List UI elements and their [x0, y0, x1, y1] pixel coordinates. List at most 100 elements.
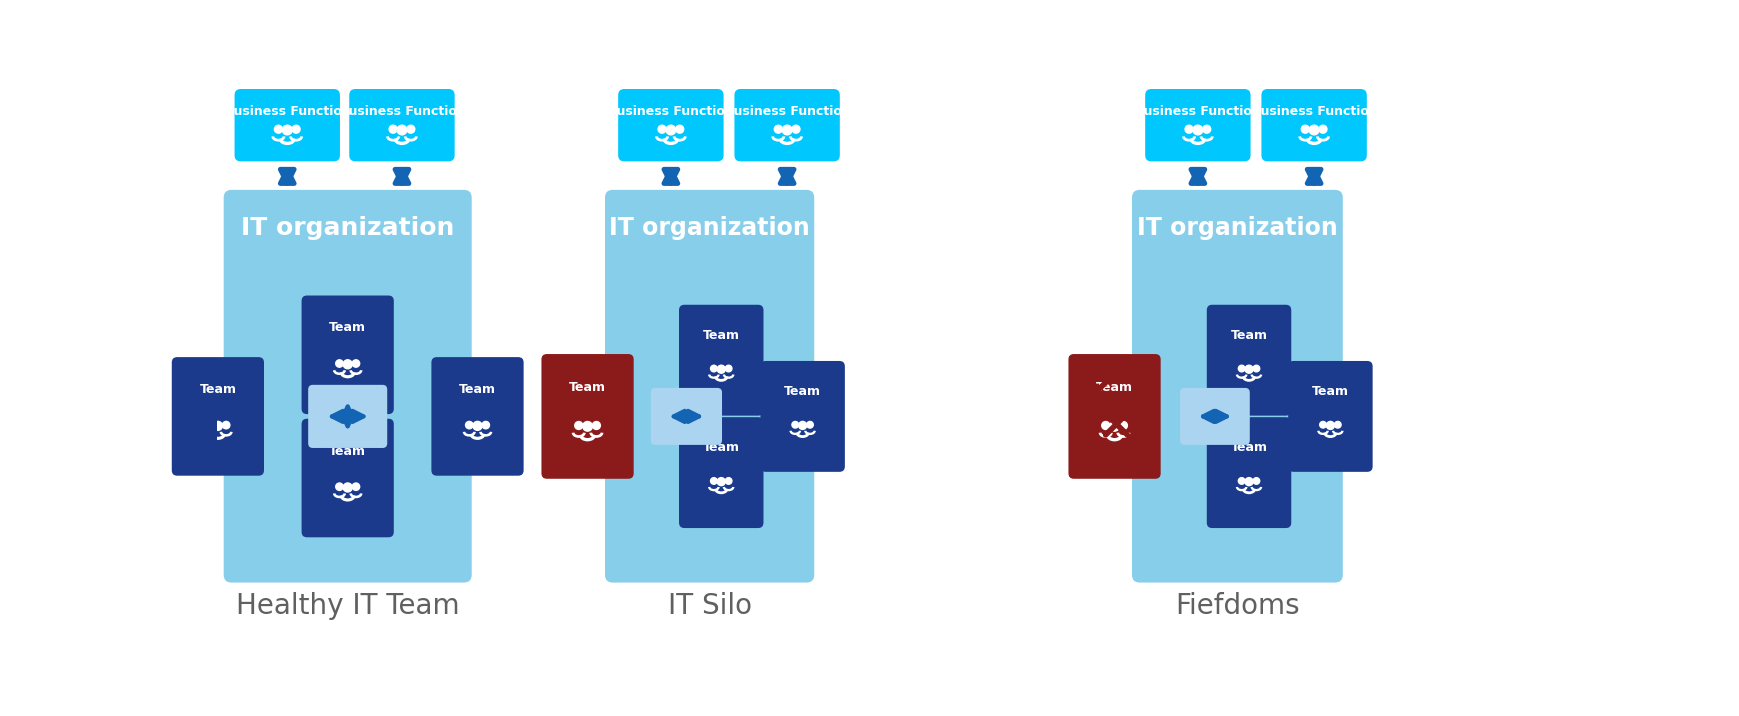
Text: Business Function: Business Function: [1250, 105, 1377, 118]
Text: Team: Team: [459, 383, 496, 396]
FancyBboxPatch shape: [1179, 388, 1249, 445]
Circle shape: [351, 483, 360, 490]
Circle shape: [275, 125, 282, 133]
Circle shape: [1238, 365, 1245, 372]
FancyBboxPatch shape: [301, 296, 393, 414]
Circle shape: [716, 365, 725, 373]
FancyBboxPatch shape: [617, 89, 723, 161]
Text: Team: Team: [1229, 329, 1266, 342]
FancyBboxPatch shape: [1068, 354, 1160, 479]
Circle shape: [1252, 478, 1259, 484]
FancyBboxPatch shape: [224, 190, 471, 583]
Circle shape: [407, 125, 414, 133]
Circle shape: [1318, 125, 1327, 133]
FancyBboxPatch shape: [1132, 190, 1343, 583]
Circle shape: [710, 478, 716, 484]
FancyBboxPatch shape: [1207, 417, 1290, 528]
Text: Team: Team: [1229, 441, 1266, 454]
FancyBboxPatch shape: [1287, 361, 1372, 472]
Circle shape: [583, 422, 591, 431]
Circle shape: [482, 422, 489, 429]
Text: Team: Team: [703, 329, 739, 342]
Circle shape: [292, 125, 299, 133]
Circle shape: [798, 422, 807, 430]
Circle shape: [1109, 422, 1118, 431]
FancyBboxPatch shape: [172, 357, 264, 475]
Circle shape: [1301, 125, 1308, 133]
Text: Team: Team: [569, 382, 605, 395]
Circle shape: [716, 478, 725, 485]
Text: Team: Team: [703, 441, 739, 454]
Text: IT Silo: IT Silo: [668, 591, 751, 619]
FancyBboxPatch shape: [1144, 89, 1250, 161]
Circle shape: [473, 421, 482, 430]
Circle shape: [205, 422, 214, 429]
Circle shape: [223, 422, 230, 429]
Circle shape: [1245, 365, 1252, 373]
FancyBboxPatch shape: [605, 190, 814, 583]
Circle shape: [1318, 422, 1325, 428]
FancyBboxPatch shape: [1207, 305, 1290, 415]
Text: Team: Team: [1096, 382, 1132, 395]
Circle shape: [336, 360, 343, 367]
FancyBboxPatch shape: [1261, 89, 1367, 161]
Text: Team: Team: [784, 385, 821, 398]
Circle shape: [574, 422, 583, 430]
Circle shape: [1308, 125, 1318, 135]
Circle shape: [710, 365, 716, 372]
FancyBboxPatch shape: [541, 354, 633, 479]
Text: Team: Team: [329, 445, 365, 458]
Circle shape: [466, 422, 473, 429]
Text: Team: Team: [329, 321, 365, 334]
Text: Business Function: Business Function: [1134, 105, 1261, 118]
Circle shape: [343, 359, 351, 369]
Circle shape: [666, 125, 675, 135]
Text: Business Function: Business Function: [339, 105, 464, 118]
Circle shape: [725, 365, 732, 372]
Circle shape: [657, 125, 666, 133]
Circle shape: [774, 125, 783, 133]
FancyBboxPatch shape: [650, 388, 722, 445]
Circle shape: [783, 125, 791, 135]
Circle shape: [1245, 478, 1252, 485]
Circle shape: [396, 125, 407, 135]
Circle shape: [214, 421, 223, 430]
Circle shape: [390, 125, 396, 133]
Circle shape: [1202, 125, 1210, 133]
Text: Team: Team: [1311, 385, 1348, 398]
Circle shape: [725, 478, 732, 484]
FancyBboxPatch shape: [235, 89, 339, 161]
Text: Business Function: Business Function: [607, 105, 734, 118]
Text: Business Function: Business Function: [723, 105, 850, 118]
Circle shape: [1252, 365, 1259, 372]
Circle shape: [591, 422, 600, 430]
Text: Fiefdoms: Fiefdoms: [1174, 591, 1299, 619]
Circle shape: [1238, 478, 1245, 484]
Circle shape: [1099, 401, 1109, 412]
Circle shape: [1325, 422, 1334, 430]
Text: IT organization: IT organization: [242, 216, 454, 241]
Circle shape: [1184, 125, 1193, 133]
Circle shape: [791, 125, 800, 133]
Circle shape: [336, 483, 343, 490]
Circle shape: [1334, 422, 1341, 428]
Circle shape: [791, 422, 798, 428]
Circle shape: [807, 422, 812, 428]
Circle shape: [351, 360, 360, 367]
Text: IT organization: IT organization: [609, 216, 810, 241]
FancyBboxPatch shape: [308, 384, 388, 448]
Text: Team: Team: [200, 383, 237, 396]
Circle shape: [282, 125, 292, 135]
Text: Healthy IT Team: Healthy IT Team: [237, 591, 459, 619]
Circle shape: [343, 483, 351, 492]
FancyBboxPatch shape: [431, 357, 523, 475]
FancyBboxPatch shape: [301, 419, 393, 537]
FancyBboxPatch shape: [734, 89, 840, 161]
FancyBboxPatch shape: [678, 417, 763, 528]
FancyBboxPatch shape: [760, 361, 845, 472]
Circle shape: [1101, 422, 1109, 430]
Circle shape: [675, 125, 683, 133]
FancyBboxPatch shape: [350, 89, 454, 161]
Text: Business Function: Business Function: [224, 105, 351, 118]
Circle shape: [1118, 422, 1127, 430]
